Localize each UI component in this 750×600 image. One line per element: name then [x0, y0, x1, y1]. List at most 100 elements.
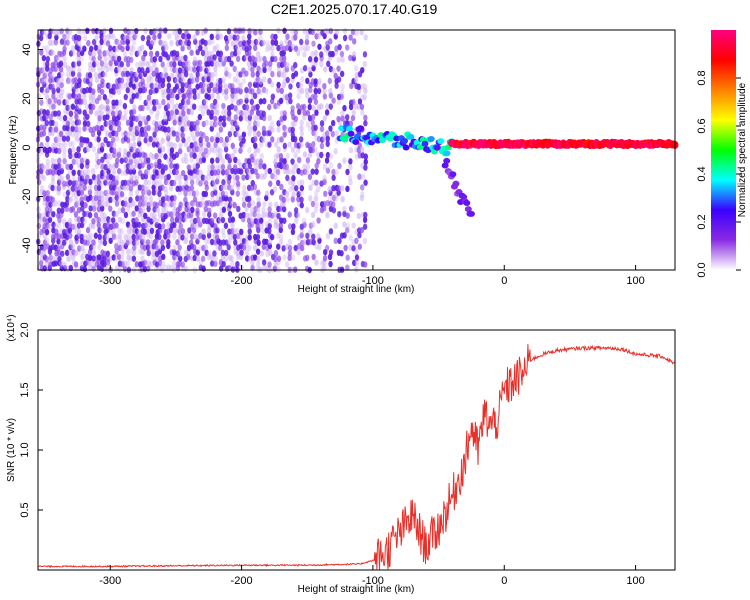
heatmap-cell — [362, 216, 368, 224]
heatmap-cell — [103, 55, 108, 62]
heatmap-cell — [192, 34, 197, 41]
heatmap-cell — [111, 180, 116, 187]
heatmap-cell — [125, 260, 130, 268]
heatmap-cell — [171, 199, 177, 207]
heatmap-cell — [41, 67, 47, 74]
signal-cell — [346, 125, 354, 132]
heatmap-cell — [65, 120, 71, 127]
heatmap-cell — [244, 249, 250, 256]
heatmap-cell — [209, 81, 214, 89]
heatmap-cell — [73, 185, 79, 193]
heatmap-cell — [230, 216, 236, 223]
heatmap-cell — [85, 174, 90, 181]
heatmap-cell — [256, 201, 261, 208]
heatmap-cell — [180, 157, 186, 164]
heatmap-cell — [116, 151, 122, 159]
heatmap-cell — [129, 174, 134, 182]
snr-y-axis-label: SNR (10 * v/v) — [6, 418, 17, 482]
heatmap-cell — [120, 169, 125, 177]
y-tick-label: 0 — [21, 144, 33, 150]
heatmap-cell — [255, 158, 260, 165]
heatmap-cell — [117, 207, 122, 214]
heatmap-cell — [204, 104, 209, 112]
heatmap-cell — [282, 254, 287, 261]
x-tick-label: -100 — [362, 575, 384, 587]
heatmap-cell — [180, 169, 186, 177]
heatmap-cell — [128, 228, 134, 235]
heatmap-cell — [334, 169, 339, 176]
heatmap-cell — [253, 142, 258, 149]
heatmap-cell — [216, 217, 221, 224]
heatmap-cell — [314, 168, 319, 175]
heatmap-cell — [53, 260, 59, 267]
heatmap-cell — [212, 250, 217, 257]
heatmap-cell — [129, 97, 134, 105]
heatmap-cell — [241, 137, 246, 144]
heatmap-cell — [163, 118, 169, 126]
heatmap-cell — [259, 222, 264, 230]
heatmap-cell — [73, 261, 79, 268]
heatmap-cell — [54, 228, 59, 235]
heatmap-cell — [70, 45, 76, 52]
chart-title: C2E1.2025.070.17.40.G19 — [271, 1, 438, 17]
heatmap-cell — [296, 195, 301, 203]
heatmap-cell — [333, 222, 338, 229]
heatmap-cell — [253, 114, 258, 122]
heatmap-cell — [252, 125, 258, 132]
heatmap-cell — [215, 146, 221, 153]
heatmap-cell — [177, 185, 183, 192]
heatmap-cell — [201, 233, 206, 241]
heatmap-cell — [116, 55, 122, 63]
heatmap-cell — [244, 212, 250, 219]
heatmap-cell — [160, 81, 166, 89]
heatmap-cell — [194, 190, 200, 197]
heatmap-cell — [57, 174, 62, 181]
heatmap-cell — [99, 38, 104, 46]
heatmap-cell — [291, 223, 296, 230]
heatmap-cell — [302, 45, 308, 52]
heatmap-cell — [128, 223, 134, 230]
heatmap-cell — [363, 179, 368, 186]
heatmap-cell — [238, 147, 243, 154]
heatmap-cell — [100, 65, 106, 72]
heatmap-cell — [252, 211, 257, 218]
heatmap-cell — [322, 115, 327, 122]
heatmap-cell — [77, 77, 82, 85]
heatmap-cell — [172, 249, 177, 256]
heatmap-cell — [158, 39, 163, 46]
heatmap-cell — [203, 39, 208, 47]
heatmap-cell — [340, 115, 345, 122]
heatmap-cell — [177, 28, 182, 35]
heatmap-cell — [215, 178, 220, 185]
heatmap-cell — [134, 76, 139, 83]
heatmap-cell — [123, 109, 128, 116]
heatmap-cell — [157, 233, 162, 241]
heatmap-cell — [97, 227, 102, 234]
heatmap-cell — [242, 244, 247, 251]
heatmap-cell — [79, 55, 84, 62]
heatmap-cell — [216, 168, 221, 176]
heatmap-cell — [299, 125, 304, 132]
heatmap-cell — [71, 131, 76, 138]
heatmap-cell — [174, 34, 179, 41]
heatmap-cell — [87, 254, 93, 262]
heatmap-cell — [206, 141, 211, 149]
heatmap-cell — [222, 141, 227, 148]
heatmap-cell — [180, 72, 185, 79]
heatmap-cell — [177, 32, 182, 40]
heatmap-cell — [82, 265, 88, 273]
heatmap-cell — [120, 206, 126, 214]
heatmap-cell — [148, 88, 153, 96]
heatmap-cell — [154, 121, 159, 128]
heatmap-cell — [307, 173, 313, 181]
heatmap-cell — [232, 76, 238, 83]
heatmap-cell — [97, 94, 102, 101]
heatmap-cell — [203, 27, 208, 34]
heatmap-cell — [235, 249, 241, 257]
heatmap-cell — [178, 77, 183, 84]
heatmap-cell — [96, 184, 102, 192]
heatmap-cell — [186, 136, 192, 143]
heatmap-cell — [220, 249, 226, 256]
heatmap-cell — [200, 109, 206, 117]
heatmap-cell — [250, 71, 256, 78]
